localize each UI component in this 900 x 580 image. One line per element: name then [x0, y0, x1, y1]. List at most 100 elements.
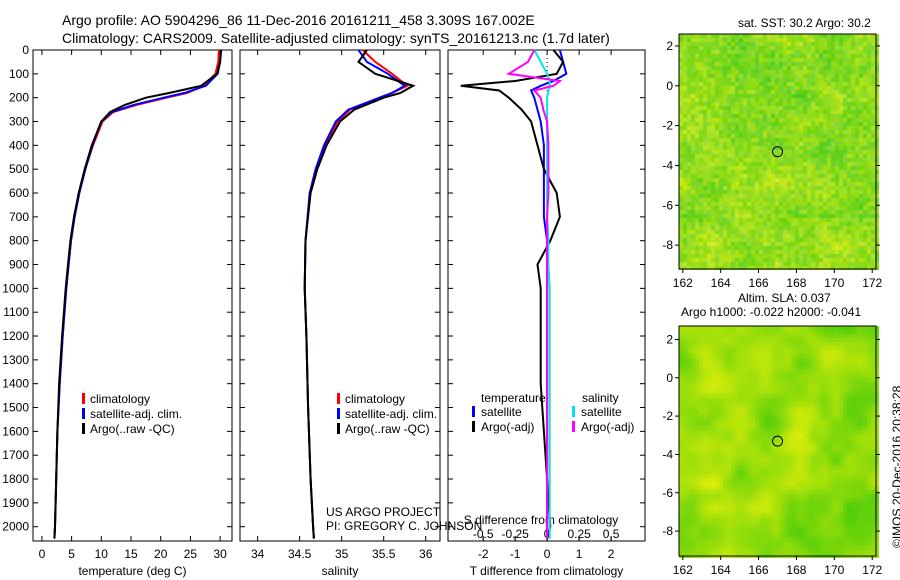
map-cell	[731, 462, 735, 466]
map-cell	[827, 258, 831, 262]
map-cell	[791, 354, 795, 358]
map-cell	[803, 114, 807, 118]
map-cell	[715, 366, 719, 370]
map-cell	[719, 198, 723, 202]
map-cell	[855, 58, 859, 62]
map-cell	[847, 250, 851, 254]
map-cell	[855, 342, 859, 346]
map-cell	[755, 226, 759, 230]
map-cell	[831, 226, 835, 230]
map-cell	[871, 222, 875, 226]
map-cell	[687, 434, 691, 438]
map-cell	[815, 142, 819, 146]
map-cell	[695, 194, 699, 198]
map-cell	[715, 258, 719, 262]
map-cell	[827, 126, 831, 130]
map-cell	[679, 242, 683, 246]
map-cell	[727, 346, 731, 350]
map-cell	[707, 190, 711, 194]
map-cell	[783, 126, 787, 130]
map-cell	[679, 74, 683, 78]
map-cell	[803, 246, 807, 250]
map-cell	[819, 126, 823, 130]
map-cell	[715, 194, 719, 198]
map-cell	[823, 390, 827, 394]
map-cell	[683, 118, 687, 122]
map-cell	[743, 334, 747, 338]
map-cell	[795, 358, 799, 362]
map-cell	[787, 238, 791, 242]
map-cell	[695, 82, 699, 86]
map-cell	[763, 142, 767, 146]
map-cell	[731, 190, 735, 194]
map-cell	[711, 446, 715, 450]
map-cell	[719, 74, 723, 78]
map-cell	[859, 86, 863, 90]
map-cell	[687, 114, 691, 118]
map-cell	[731, 354, 735, 358]
map-cell	[875, 366, 879, 370]
map-cell	[823, 158, 827, 162]
map-cell	[787, 414, 791, 418]
map-cell	[775, 50, 779, 54]
map-cell	[863, 326, 867, 330]
map-cell	[827, 254, 831, 258]
map-cell	[855, 62, 859, 66]
map-cell	[743, 174, 747, 178]
map-cell	[827, 98, 831, 102]
map-cell	[827, 182, 831, 186]
map-cell	[803, 138, 807, 142]
map-cell	[707, 362, 711, 366]
map-cell	[711, 374, 715, 378]
map-cell	[735, 162, 739, 166]
map-cell	[711, 146, 715, 150]
map-cell	[743, 338, 747, 342]
map-cell	[823, 426, 827, 430]
map-cell	[759, 266, 763, 270]
map-cell	[819, 222, 823, 226]
map-cell	[739, 162, 743, 166]
map-cell	[679, 170, 683, 174]
map-cell	[731, 174, 735, 178]
map-cell	[743, 242, 747, 246]
map-cell	[811, 458, 815, 462]
map-cell	[691, 434, 695, 438]
map-cell	[851, 54, 855, 58]
map-cell	[695, 202, 699, 206]
map-cell	[847, 154, 851, 158]
map-cell	[803, 74, 807, 78]
map-cell	[839, 34, 843, 38]
map-cell	[827, 386, 831, 390]
map-cell	[791, 214, 795, 218]
map-cell	[871, 130, 875, 134]
map-cell	[723, 170, 727, 174]
map-cell	[759, 358, 763, 362]
map-cell	[851, 186, 855, 190]
map-cell	[687, 194, 691, 198]
map-cell	[795, 122, 799, 126]
map-cell	[855, 450, 859, 454]
map-cell	[719, 110, 723, 114]
map-cell	[863, 170, 867, 174]
map-cell	[871, 194, 875, 198]
map-cell	[695, 378, 699, 382]
map-cell	[723, 402, 727, 406]
map-cell	[791, 398, 795, 402]
map-cell	[707, 70, 711, 74]
map-cell	[687, 438, 691, 442]
map-cell	[815, 402, 819, 406]
map-cell	[827, 46, 831, 50]
map-cell	[691, 190, 695, 194]
map-cell	[819, 122, 823, 126]
map-cell	[807, 86, 811, 90]
map-cell	[811, 110, 815, 114]
map-cell	[795, 326, 799, 330]
map-cell	[839, 454, 843, 458]
map-cell	[875, 398, 879, 402]
map-cell	[755, 174, 759, 178]
map-cell	[739, 178, 743, 182]
map-cell	[787, 410, 791, 414]
map-cell	[767, 370, 771, 374]
map-cell	[839, 442, 843, 446]
map-cell	[875, 50, 879, 54]
